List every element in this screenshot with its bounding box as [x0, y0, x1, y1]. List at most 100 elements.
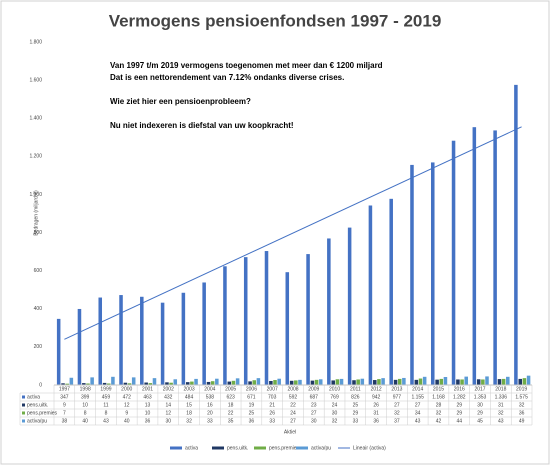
- bar: [256, 378, 261, 385]
- table-cell: 22: [290, 402, 296, 408]
- table-cell: 463: [143, 394, 152, 400]
- legend-key: [212, 446, 224, 450]
- table-cell: 977: [393, 394, 402, 400]
- bar: [56, 318, 61, 385]
- bar: [314, 379, 319, 385]
- table-cell: 538: [206, 394, 215, 400]
- table-cell: 671: [247, 394, 256, 400]
- table-cell: 12: [166, 410, 172, 416]
- x-tick-label: 2011: [350, 386, 361, 392]
- x-tick-label: 2015: [433, 386, 444, 392]
- x-tick-label: 2006: [246, 386, 257, 392]
- table-cell: 942: [372, 394, 381, 400]
- table-key: [22, 395, 25, 399]
- bar: [460, 379, 464, 385]
- legend-label: pens.premies: [269, 445, 300, 451]
- table-cell: 28: [436, 402, 442, 408]
- bar: [368, 205, 373, 385]
- bar: [306, 254, 310, 385]
- legend-key: [170, 446, 182, 450]
- table-cell: 40: [124, 418, 130, 424]
- annotation: Wie ziet hier een pensioenprobleem?: [110, 97, 251, 106]
- bar: [514, 84, 518, 385]
- bar: [439, 378, 444, 385]
- x-tick-label: 2008: [287, 386, 298, 392]
- bar: [223, 266, 227, 385]
- bar: [352, 380, 356, 385]
- bar: [206, 381, 211, 385]
- y-tick-label: 1.000: [29, 192, 42, 198]
- bar: [418, 378, 423, 385]
- bar: [339, 378, 344, 385]
- table-cell: 33: [269, 418, 275, 424]
- table-row-label: pens.premies: [27, 410, 58, 416]
- table-cell: 32: [519, 402, 525, 408]
- bar: [243, 257, 248, 385]
- table-cell: 21: [269, 402, 275, 408]
- table-cell: 399: [81, 394, 90, 400]
- y-tick-label: 1.200: [29, 154, 42, 160]
- bar: [140, 296, 144, 385]
- bar: [102, 382, 107, 385]
- bar: [476, 379, 481, 385]
- table-cell: 1.353: [474, 394, 487, 400]
- bar: [443, 376, 448, 385]
- table-cell: 623: [226, 394, 235, 400]
- x-tick-label: 2018: [495, 386, 506, 392]
- table-cell: 37: [394, 418, 400, 424]
- bar: [210, 381, 215, 385]
- table-cell: 31: [373, 410, 379, 416]
- y-tick-label: 1.600: [29, 77, 42, 83]
- table-cell: 36: [373, 418, 379, 424]
- table-cell: 459: [102, 394, 111, 400]
- x-tick-label: 2014: [412, 386, 423, 392]
- legend-key: [254, 446, 266, 450]
- bar: [393, 379, 398, 385]
- table-cell: 36: [519, 410, 525, 416]
- table-cell: 687: [310, 394, 319, 400]
- table-cell: 43: [498, 418, 504, 424]
- bar: [82, 383, 86, 385]
- bar: [252, 380, 257, 385]
- table-cell: 42: [436, 418, 442, 424]
- table-cell: 33: [353, 418, 359, 424]
- bar: [422, 376, 427, 385]
- y-tick-label: 0: [39, 382, 42, 388]
- x-tick-label: 2013: [391, 386, 402, 392]
- bar: [123, 382, 128, 385]
- table-cell: 36: [145, 418, 151, 424]
- table-cell: 11: [103, 402, 108, 408]
- x-tick-label: 1997: [59, 386, 70, 392]
- x-tick-label: 2017: [474, 386, 485, 392]
- bar: [497, 379, 502, 385]
- x-tick-label: 2004: [204, 386, 215, 392]
- table-cell: 38: [62, 418, 68, 424]
- table-row-label: activa: [27, 394, 40, 400]
- table-cell: 7: [63, 410, 66, 416]
- bar: [377, 379, 381, 385]
- table-cell: 826: [351, 394, 360, 400]
- x-tick-label: 2002: [163, 386, 174, 392]
- table-cell: 25: [249, 410, 255, 416]
- annotation: Nu niet indexeren is diefstal van uw koo…: [110, 121, 294, 130]
- table-cell: 31: [498, 402, 504, 408]
- bar: [389, 198, 393, 385]
- bar: [347, 227, 352, 385]
- table-cell: 8: [105, 410, 108, 416]
- table-cell: 1.168: [432, 394, 445, 400]
- bar: [430, 162, 435, 385]
- bar: [360, 378, 365, 385]
- table-key: [22, 411, 25, 415]
- table-cell: 8: [84, 410, 87, 416]
- table-cell: 29: [353, 410, 359, 416]
- bar: [77, 308, 82, 385]
- bar: [273, 380, 277, 385]
- table-cell: 27: [290, 418, 296, 424]
- legend-label: Lineair (activa): [353, 445, 386, 451]
- table-row-label: pens.uitk.: [27, 402, 48, 408]
- bar: [181, 292, 186, 385]
- table-cell: 15: [186, 402, 192, 408]
- bar: [331, 380, 335, 385]
- bar: [506, 376, 510, 385]
- bar: [248, 381, 252, 385]
